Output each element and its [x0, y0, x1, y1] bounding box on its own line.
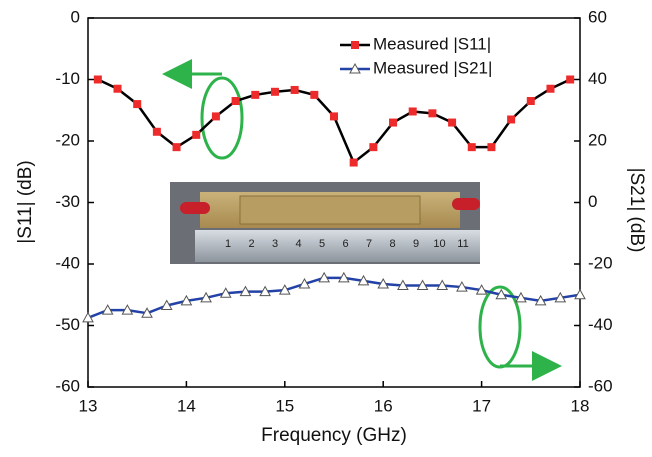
marker: [318, 271, 331, 283]
y-tick-label: -60: [55, 376, 80, 395]
marker: [369, 143, 378, 152]
marker: [200, 291, 212, 303]
marker: [239, 285, 252, 297]
x-axis-label: Frequency (GHz): [261, 425, 407, 446]
y2-tick-label: -40: [588, 315, 613, 334]
y2-tick-label: -20: [588, 253, 613, 272]
marker: [349, 158, 358, 167]
ruler-label: 5: [319, 238, 325, 250]
marker: [574, 288, 586, 300]
series-line: [97, 78, 571, 164]
marker: [290, 85, 299, 94]
marker: [82, 311, 94, 323]
marker: [377, 277, 390, 289]
marker: [416, 279, 429, 291]
x-tick-label: 17: [472, 396, 491, 415]
marker: [448, 118, 457, 127]
marker: [534, 294, 547, 306]
marker: [180, 294, 193, 306]
marker: [211, 112, 220, 121]
ruler-label: 8: [389, 238, 395, 250]
x-tick-label: 13: [79, 396, 98, 415]
y-tick-label: -20: [55, 130, 80, 149]
marker: [121, 304, 134, 315]
marker: [141, 307, 153, 318]
marker: [219, 287, 232, 298]
marker: [456, 281, 468, 292]
marker: [192, 130, 201, 139]
legend-marker: [351, 41, 359, 49]
marker: [357, 274, 370, 286]
photo-inset: [170, 182, 480, 264]
ruler-label: 6: [342, 238, 348, 250]
marker: [133, 100, 142, 109]
x-tick-label: 15: [275, 396, 294, 415]
ruler-label: 10: [433, 238, 445, 250]
marker: [101, 304, 114, 315]
marker: [526, 97, 535, 106]
marker: [270, 87, 279, 96]
marker: [397, 279, 409, 291]
marker: [330, 112, 338, 121]
marker: [408, 107, 417, 116]
y-axis-label: |S11| (dB): [15, 160, 36, 243]
marker: [467, 143, 476, 152]
marker: [337, 271, 350, 283]
y2-tick-label: 0: [588, 192, 597, 211]
marker: [278, 284, 291, 295]
y-tick-label: -10: [55, 69, 80, 88]
ruler-label: 4: [295, 238, 301, 250]
ruler-label: 3: [272, 238, 278, 250]
y2-tick-label: 40: [588, 69, 607, 88]
y-tick-label: 0: [71, 7, 80, 26]
ruler-labels: 1 2 3 4 5 6 7 8 9 10 11: [225, 238, 469, 250]
marker: [475, 284, 488, 295]
ruler-label: 1: [225, 238, 231, 250]
x-tick-label: 14: [177, 396, 196, 415]
marker: [310, 90, 319, 99]
marker: [495, 288, 508, 300]
series-line: [87, 276, 581, 319]
marker: [172, 143, 181, 152]
y2-axis-label: |S21| (dB): [626, 168, 647, 253]
marker: [298, 277, 311, 289]
y2-tick-label: -60: [588, 376, 613, 395]
marker: [487, 143, 496, 152]
ruler-label: 7: [366, 238, 372, 250]
ruler-label: 2: [248, 238, 254, 250]
marker: [428, 109, 437, 118]
marker: [507, 115, 516, 124]
marker: [231, 97, 240, 106]
marker: [436, 279, 449, 291]
marker: [554, 291, 567, 303]
marker: [389, 118, 398, 127]
marker: [251, 90, 260, 99]
marker: [113, 84, 122, 93]
marker: [515, 291, 527, 303]
marker: [160, 299, 173, 311]
y2-tick-label: 20: [588, 130, 607, 149]
marker: [546, 84, 555, 93]
marker: [259, 285, 271, 297]
legend-label: Measured |S11|: [373, 34, 491, 53]
y2-tick-label: 60: [588, 7, 607, 26]
marker: [93, 75, 102, 84]
legend-label: Measured |S21|: [373, 58, 492, 77]
x-tick-label: 18: [571, 396, 590, 415]
annotation-ellipse: [200, 76, 244, 160]
ruler-label: 9: [413, 238, 419, 250]
ruler-label: 11: [457, 238, 468, 250]
y-tick-label: -40: [55, 253, 80, 272]
marker: [152, 127, 161, 136]
legend-marker: [349, 62, 361, 74]
marker: [566, 75, 575, 84]
y-tick-label: -50: [55, 315, 80, 334]
y-tick-label: -30: [55, 192, 80, 211]
x-tick-label: 16: [374, 396, 393, 415]
